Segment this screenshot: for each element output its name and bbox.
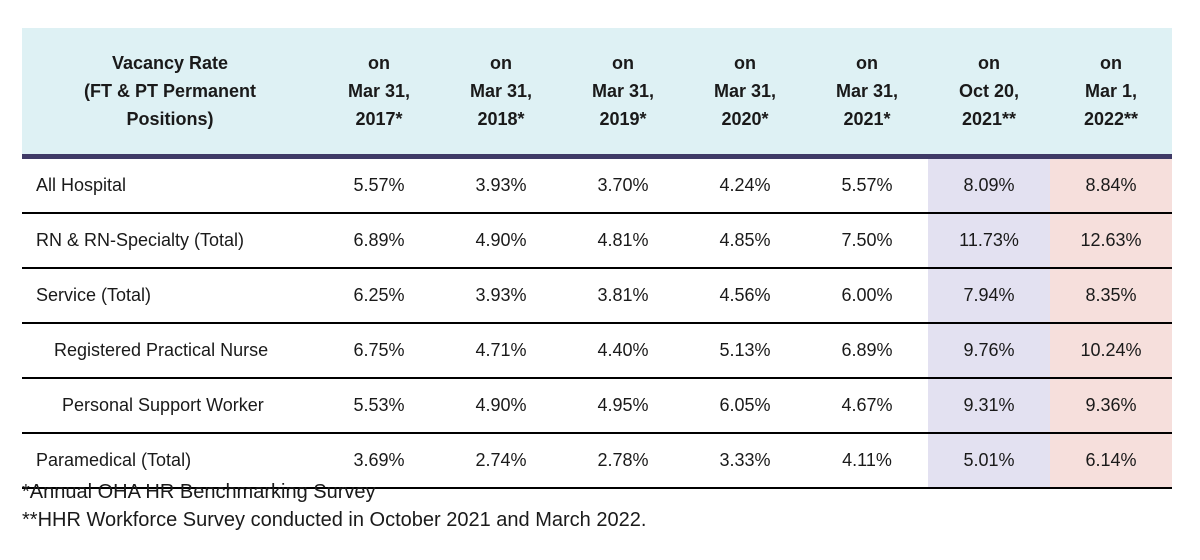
cell-2019: 2.78% bbox=[562, 433, 684, 489]
cell-2017: 5.53% bbox=[318, 378, 440, 434]
cell-2020: 4.24% bbox=[684, 156, 806, 214]
cell-2021: 4.67% bbox=[806, 378, 928, 434]
header-oct-20-2021: on Oct 20, 2021** bbox=[928, 28, 1050, 159]
cell-2021: 5.57% bbox=[806, 156, 928, 214]
row-label: Paramedical (Total) bbox=[22, 433, 318, 489]
header-mar-31-2018: on Mar 31, 2018* bbox=[440, 28, 562, 159]
row-label: Registered Practical Nurse bbox=[22, 323, 318, 379]
cell-2020: 6.05% bbox=[684, 378, 806, 434]
row-label: RN & RN-Specialty (Total) bbox=[22, 213, 318, 269]
cell-mar-2022: 8.35% bbox=[1050, 268, 1172, 324]
header-mar-31-2020: on Mar 31, 2020* bbox=[684, 28, 806, 159]
header-mar-31-2017: on Mar 31, 2017* bbox=[318, 28, 440, 159]
cell-2020: 3.33% bbox=[684, 433, 806, 489]
cell-2018: 4.90% bbox=[440, 378, 562, 434]
cell-2018: 4.71% bbox=[440, 323, 562, 379]
cell-oct-2021: 7.94% bbox=[928, 268, 1050, 324]
cell-2019: 3.70% bbox=[562, 156, 684, 214]
cell-mar-2022: 6.14% bbox=[1050, 433, 1172, 489]
cell-oct-2021: 9.76% bbox=[928, 323, 1050, 379]
header-vacancy-rate: Vacancy Rate (FT & PT Permanent Position… bbox=[22, 28, 318, 159]
footnote-oha-survey: *Annual OHA HR Benchmarking Survey bbox=[22, 481, 376, 503]
cell-2019: 4.81% bbox=[562, 213, 684, 269]
cell-2017: 5.57% bbox=[318, 156, 440, 214]
header-mar-31-2019: on Mar 31, 2019* bbox=[562, 28, 684, 159]
table-row-registered-practical-nurse: Registered Practical Nurse 6.75% 4.71% 4… bbox=[22, 323, 1172, 379]
cell-2021: 4.11% bbox=[806, 433, 928, 489]
table-row-rn-specialty: RN & RN-Specialty (Total) 6.89% 4.90% 4.… bbox=[22, 213, 1172, 269]
cell-mar-2022: 12.63% bbox=[1050, 213, 1172, 269]
cell-oct-2021: 5.01% bbox=[928, 433, 1050, 489]
table-row-all-hospital: All Hospital 5.57% 3.93% 3.70% 4.24% 5.5… bbox=[22, 156, 1172, 214]
row-label: Personal Support Worker bbox=[22, 378, 318, 434]
cell-2018: 3.93% bbox=[440, 268, 562, 324]
footnotes: *Annual OHA HR Benchmarking Survey **HHR… bbox=[22, 478, 646, 534]
cell-2017: 6.25% bbox=[318, 268, 440, 324]
cell-2021: 7.50% bbox=[806, 213, 928, 269]
cell-2020: 4.85% bbox=[684, 213, 806, 269]
cell-2017: 3.69% bbox=[318, 433, 440, 489]
cell-2017: 6.75% bbox=[318, 323, 440, 379]
cell-2021: 6.00% bbox=[806, 268, 928, 324]
table-row-service: Service (Total) 6.25% 3.93% 3.81% 4.56% … bbox=[22, 268, 1172, 324]
cell-2018: 3.93% bbox=[440, 156, 562, 214]
cell-oct-2021: 11.73% bbox=[928, 213, 1050, 269]
row-label: All Hospital bbox=[22, 156, 318, 214]
cell-2020: 4.56% bbox=[684, 268, 806, 324]
cell-mar-2022: 9.36% bbox=[1050, 378, 1172, 434]
cell-oct-2021: 8.09% bbox=[928, 156, 1050, 214]
table-header-row: Vacancy Rate (FT & PT Permanent Position… bbox=[22, 28, 1172, 159]
cell-2019: 4.40% bbox=[562, 323, 684, 379]
cell-mar-2022: 8.84% bbox=[1050, 156, 1172, 214]
header-mar-1-2022: on Mar 1, 2022** bbox=[1050, 28, 1172, 159]
vacancy-rate-table-container: Vacancy Rate (FT & PT Permanent Position… bbox=[22, 28, 1172, 489]
table-row-personal-support-worker: Personal Support Worker 5.53% 4.90% 4.95… bbox=[22, 378, 1172, 434]
cell-oct-2021: 9.31% bbox=[928, 378, 1050, 434]
table-row-paramedical: Paramedical (Total) 3.69% 2.74% 2.78% 3.… bbox=[22, 433, 1172, 489]
cell-2019: 3.81% bbox=[562, 268, 684, 324]
cell-2019: 4.95% bbox=[562, 378, 684, 434]
header-mar-31-2021: on Mar 31, 2021* bbox=[806, 28, 928, 159]
cell-2017: 6.89% bbox=[318, 213, 440, 269]
row-label: Service (Total) bbox=[22, 268, 318, 324]
cell-mar-2022: 10.24% bbox=[1050, 323, 1172, 379]
vacancy-rate-table: Vacancy Rate (FT & PT Permanent Position… bbox=[22, 28, 1172, 489]
cell-2018: 2.74% bbox=[440, 433, 562, 489]
cell-2018: 4.90% bbox=[440, 213, 562, 269]
cell-2020: 5.13% bbox=[684, 323, 806, 379]
cell-2021: 6.89% bbox=[806, 323, 928, 379]
footnote-hhr-survey: **HHR Workforce Survey conducted in Octo… bbox=[22, 509, 647, 531]
